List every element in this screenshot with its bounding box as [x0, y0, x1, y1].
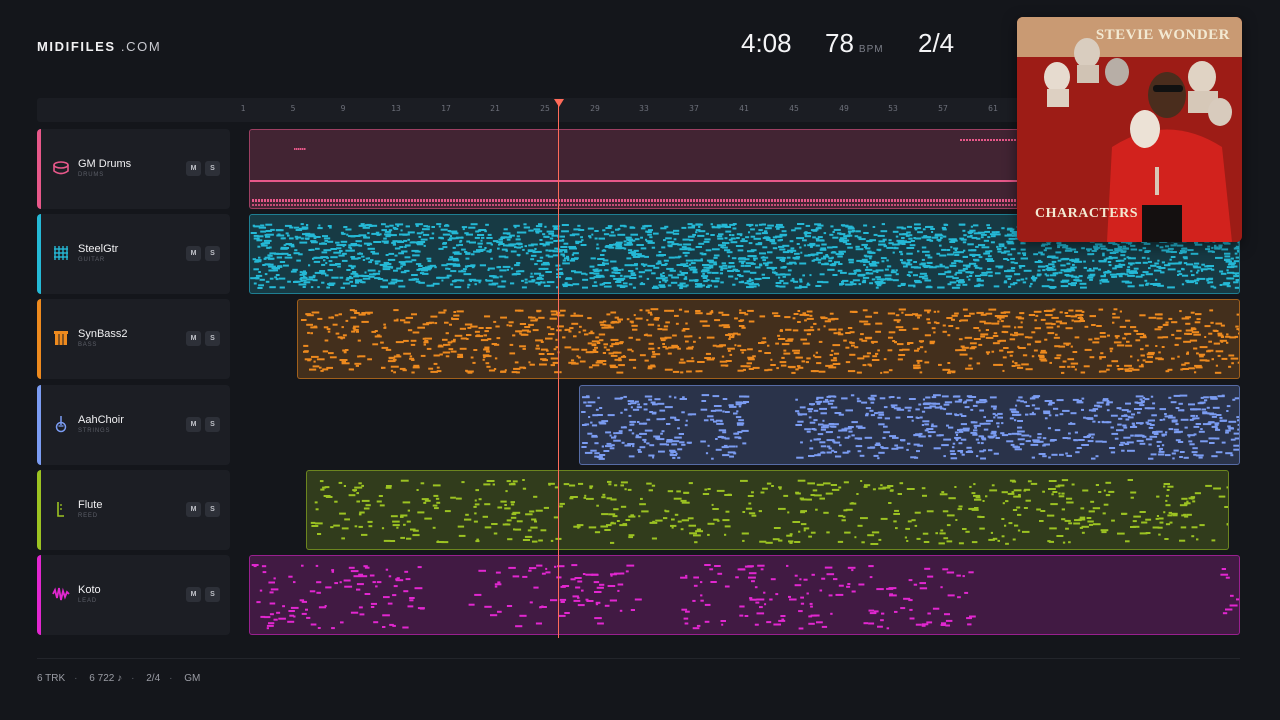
midi-notes: [581, 394, 1239, 460]
midi-region[interactable]: [249, 555, 1240, 635]
track-header[interactable]: Flute REED M S: [37, 470, 230, 550]
ruler-tick: 41: [739, 104, 749, 113]
time-signature-value: 2/4: [918, 28, 955, 58]
duration-value: 4:08: [741, 28, 792, 58]
track-color-stripe: [37, 214, 41, 294]
wave-icon: [52, 587, 70, 601]
playhead-marker[interactable]: [554, 99, 564, 107]
mute-button[interactable]: M: [186, 417, 201, 432]
ruler-tick: 45: [789, 104, 799, 113]
midi-notes: [310, 479, 1228, 545]
solo-button[interactable]: S: [205, 161, 220, 176]
ruler-tick: 17: [441, 104, 451, 113]
track-name: SynBass2: [78, 328, 128, 340]
ruler-tick: 9: [340, 104, 346, 113]
ruler-tick: 13: [391, 104, 401, 113]
playhead[interactable]: [558, 100, 559, 638]
ruler-tick: 29: [590, 104, 600, 113]
track-icon: [51, 328, 71, 348]
track-type: BASS: [78, 342, 98, 348]
track-name: Flute: [78, 499, 103, 511]
track-icon: [51, 584, 71, 604]
midi-notes: [251, 564, 1239, 630]
mute-button[interactable]: M: [186, 331, 201, 346]
track-name: GM Drums: [78, 158, 132, 170]
footer-standard: GM: [184, 673, 201, 684]
track-type: STRINGS: [78, 428, 111, 434]
mute-button[interactable]: M: [186, 587, 201, 602]
ruler-tick: 37: [689, 104, 699, 113]
violin-icon: [55, 416, 67, 433]
track-icon: [51, 158, 71, 178]
album-cover-art: [1017, 17, 1242, 242]
track-name: Koto: [78, 584, 101, 596]
midi-notes: [301, 308, 1239, 374]
footer-separator: ·: [169, 673, 173, 684]
track-name: SteelGtr: [78, 243, 119, 255]
duration-readout: 4:08: [741, 28, 792, 59]
track-header[interactable]: GM Drums DRUMS M S: [37, 129, 230, 209]
track-color-stripe: [37, 129, 41, 209]
tempo-value: 78: [825, 28, 854, 58]
reed-icon: [57, 502, 64, 517]
midi-region[interactable]: [297, 299, 1240, 379]
footer-time-signature: 2/4: [146, 673, 161, 684]
ruler-tick: 5: [290, 104, 296, 113]
track-icon: [51, 243, 71, 263]
ruler-tick: 33: [639, 104, 649, 113]
bass-icon: [54, 331, 68, 345]
track-type: DRUMS: [78, 172, 104, 178]
track-name: AahChoir: [78, 414, 124, 426]
track-header[interactable]: SteelGtr GUITAR M S: [37, 214, 230, 294]
mute-button[interactable]: M: [186, 161, 201, 176]
brand-logo: MIDIFILES .COM: [37, 39, 161, 54]
midi-region[interactable]: [306, 470, 1229, 550]
track-color-stripe: [37, 299, 41, 379]
brand-domain: .COM: [120, 39, 162, 54]
midi-region[interactable]: [579, 385, 1240, 465]
ruler-tick: 61: [988, 104, 998, 113]
footer-note-count: 6 722 ♪: [89, 673, 123, 684]
track-type: GUITAR: [78, 257, 106, 263]
track-color-stripe: [37, 470, 41, 550]
album-artist: STEVIE WONDER: [1095, 27, 1230, 43]
footer-separator: ·: [74, 673, 78, 684]
footer-separator: ·: [131, 673, 135, 684]
solo-button[interactable]: S: [205, 331, 220, 346]
track-color-stripe: [37, 385, 41, 465]
ruler-tick: 53: [888, 104, 898, 113]
ruler-tick: 57: [938, 104, 948, 113]
ruler-tick: 49: [839, 104, 849, 113]
track-type: LEAD: [78, 598, 97, 604]
tempo-readout: 78 BPM: [825, 28, 884, 59]
solo-button[interactable]: S: [205, 502, 220, 517]
solo-button[interactable]: S: [205, 417, 220, 432]
track-icon: [51, 414, 71, 434]
tempo-unit: BPM: [858, 44, 884, 55]
ruler-tick: 25: [540, 104, 550, 113]
track-type: REED: [78, 513, 98, 519]
grid-icon: [54, 246, 68, 260]
track-header[interactable]: AahChoir STRINGS M S: [37, 385, 230, 465]
album-cover: STEVIE WONDER CHARACTERS: [1017, 17, 1242, 242]
footer-divider: [37, 658, 1240, 659]
mute-button[interactable]: M: [186, 502, 201, 517]
time-signature-readout: 2/4: [918, 28, 954, 59]
track-header[interactable]: SynBass2 BASS M S: [37, 299, 230, 379]
solo-button[interactable]: S: [205, 587, 220, 602]
track-header[interactable]: Koto LEAD M S: [37, 555, 230, 635]
ruler-tick: 1: [240, 104, 246, 113]
album-title: CHARACTERS: [1035, 206, 1139, 221]
mute-button[interactable]: M: [186, 246, 201, 261]
track-color-stripe: [37, 555, 41, 635]
footer-stats: 6 TRK · 6 722 ♪ · 2/4 · GM: [37, 673, 209, 684]
brand-name: MIDIFILES: [37, 39, 116, 54]
track-icon: [51, 499, 71, 519]
ruler-tick: 21: [490, 104, 500, 113]
drum-icon: [53, 161, 69, 175]
footer-track-count: 6 TRK: [37, 673, 66, 684]
solo-button[interactable]: S: [205, 246, 220, 261]
